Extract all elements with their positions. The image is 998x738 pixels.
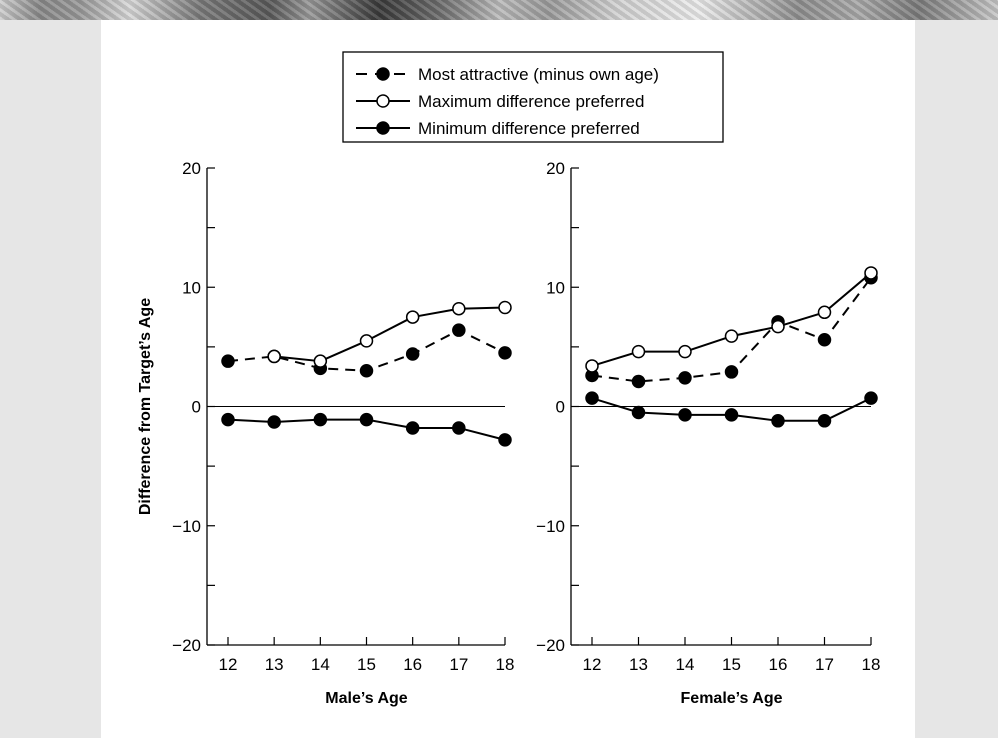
data-point-male-2 bbox=[359, 412, 374, 427]
data-point-female-2 bbox=[678, 408, 692, 422]
photo-banner-strip bbox=[0, 0, 998, 20]
data-point-female-1 bbox=[817, 305, 832, 320]
legend: Most attractive (minus own age) Maximum d… bbox=[342, 51, 724, 143]
x-tick-label-male: 12 bbox=[219, 655, 238, 674]
x-tick-label-male: 17 bbox=[449, 655, 468, 674]
legend-marker-0 bbox=[376, 67, 390, 81]
data-point-female-1 bbox=[864, 266, 878, 280]
data-point-male-1 bbox=[405, 310, 420, 324]
data-point-female-2 bbox=[631, 405, 646, 420]
data-point-female-0 bbox=[724, 365, 739, 379]
x-tick-label-female: 12 bbox=[583, 655, 602, 674]
charts: −20 −10 0 10 20 12 13 14 15 16 17 18 Male’s Age Diffe… bbox=[137, 159, 880, 707]
series-line-male-1 bbox=[274, 306, 506, 363]
x-tick-label-female: 16 bbox=[769, 655, 788, 674]
data-point-male-0 bbox=[498, 346, 512, 360]
y-tick-label-male: 0 bbox=[192, 398, 201, 417]
data-point-female-1 bbox=[631, 344, 646, 359]
data-point-male-1 bbox=[267, 349, 281, 364]
chart-female: −20 −10 0 10 20 12 13 14 15 16 17 18 Female’s Age bbox=[536, 159, 880, 707]
data-point-female-0 bbox=[678, 371, 692, 385]
data-point-male-1 bbox=[452, 301, 466, 316]
data-point-male-2 bbox=[498, 433, 512, 447]
x-tick-label-male: 18 bbox=[496, 655, 515, 674]
x-axis-title-male: Male’s Age bbox=[325, 690, 408, 707]
data-point-female-2 bbox=[864, 391, 878, 405]
data-point-female-0 bbox=[817, 332, 832, 347]
data-point-male-1 bbox=[359, 334, 374, 348]
data-point-female-1 bbox=[771, 319, 785, 334]
legend-label-0: Most attractive (minus own age) bbox=[418, 65, 659, 84]
y-axis-title-male: Difference from Target’s Age bbox=[137, 298, 154, 515]
y-tick-label-female: −20 bbox=[536, 636, 565, 655]
y-tick-label-male: 20 bbox=[182, 159, 201, 178]
data-point-female-2 bbox=[585, 391, 599, 405]
data-point-male-2 bbox=[313, 412, 328, 427]
x-axis-title-female: Female’s Age bbox=[681, 690, 783, 707]
data-point-male-2 bbox=[405, 421, 420, 435]
y-tick-label-female: 0 bbox=[556, 398, 565, 417]
data-point-male-1 bbox=[313, 354, 328, 368]
x-tick-label-male: 14 bbox=[311, 655, 330, 674]
x-tick-label-male: 13 bbox=[265, 655, 284, 674]
y-tick-label-female: 20 bbox=[546, 159, 565, 178]
x-tick-label-female: 13 bbox=[629, 655, 648, 674]
x-tick-label-female: 15 bbox=[722, 655, 741, 674]
legend-marker-2 bbox=[376, 121, 390, 135]
x-tick-label-male: 16 bbox=[403, 655, 422, 674]
data-point-male-2 bbox=[452, 421, 466, 435]
data-point-male-0 bbox=[359, 363, 374, 378]
data-point-female-2 bbox=[724, 408, 739, 422]
data-point-female-2 bbox=[817, 414, 832, 428]
y-tick-label-female: −10 bbox=[536, 517, 565, 536]
data-point-male-1 bbox=[498, 300, 512, 315]
data-point-female-0 bbox=[631, 374, 646, 389]
data-point-male-0 bbox=[221, 354, 235, 368]
x-tick-label-male: 15 bbox=[357, 655, 376, 674]
data-point-male-0 bbox=[405, 347, 420, 361]
data-point-male-2 bbox=[267, 415, 281, 429]
data-point-female-2 bbox=[771, 414, 785, 428]
legend-label-2: Minimum difference preferred bbox=[418, 119, 640, 138]
legend-label-1: Maximum difference preferred bbox=[418, 92, 644, 111]
data-point-male-2 bbox=[221, 412, 235, 427]
x-tick-label-female: 17 bbox=[815, 655, 834, 674]
data-point-male-0 bbox=[452, 323, 466, 337]
y-tick-label-female: 10 bbox=[546, 278, 565, 297]
data-point-female-1 bbox=[724, 329, 739, 343]
data-point-female-1 bbox=[678, 344, 692, 359]
y-tick-label-male: 10 bbox=[182, 278, 201, 297]
legend-marker-1 bbox=[376, 94, 390, 108]
x-tick-label-female: 18 bbox=[862, 655, 881, 674]
x-tick-label-female: 14 bbox=[676, 655, 695, 674]
y-tick-label-male: −20 bbox=[172, 636, 201, 655]
y-tick-label-male: −10 bbox=[172, 517, 201, 536]
data-point-female-1 bbox=[585, 359, 599, 373]
chart-male: −20 −10 0 10 20 12 13 14 15 16 17 18 Male’s Age Diffe… bbox=[137, 159, 514, 707]
